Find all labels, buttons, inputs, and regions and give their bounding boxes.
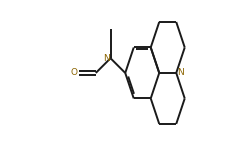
Text: N: N [103,54,110,63]
Text: N: N [176,68,183,77]
Text: O: O [70,68,78,77]
